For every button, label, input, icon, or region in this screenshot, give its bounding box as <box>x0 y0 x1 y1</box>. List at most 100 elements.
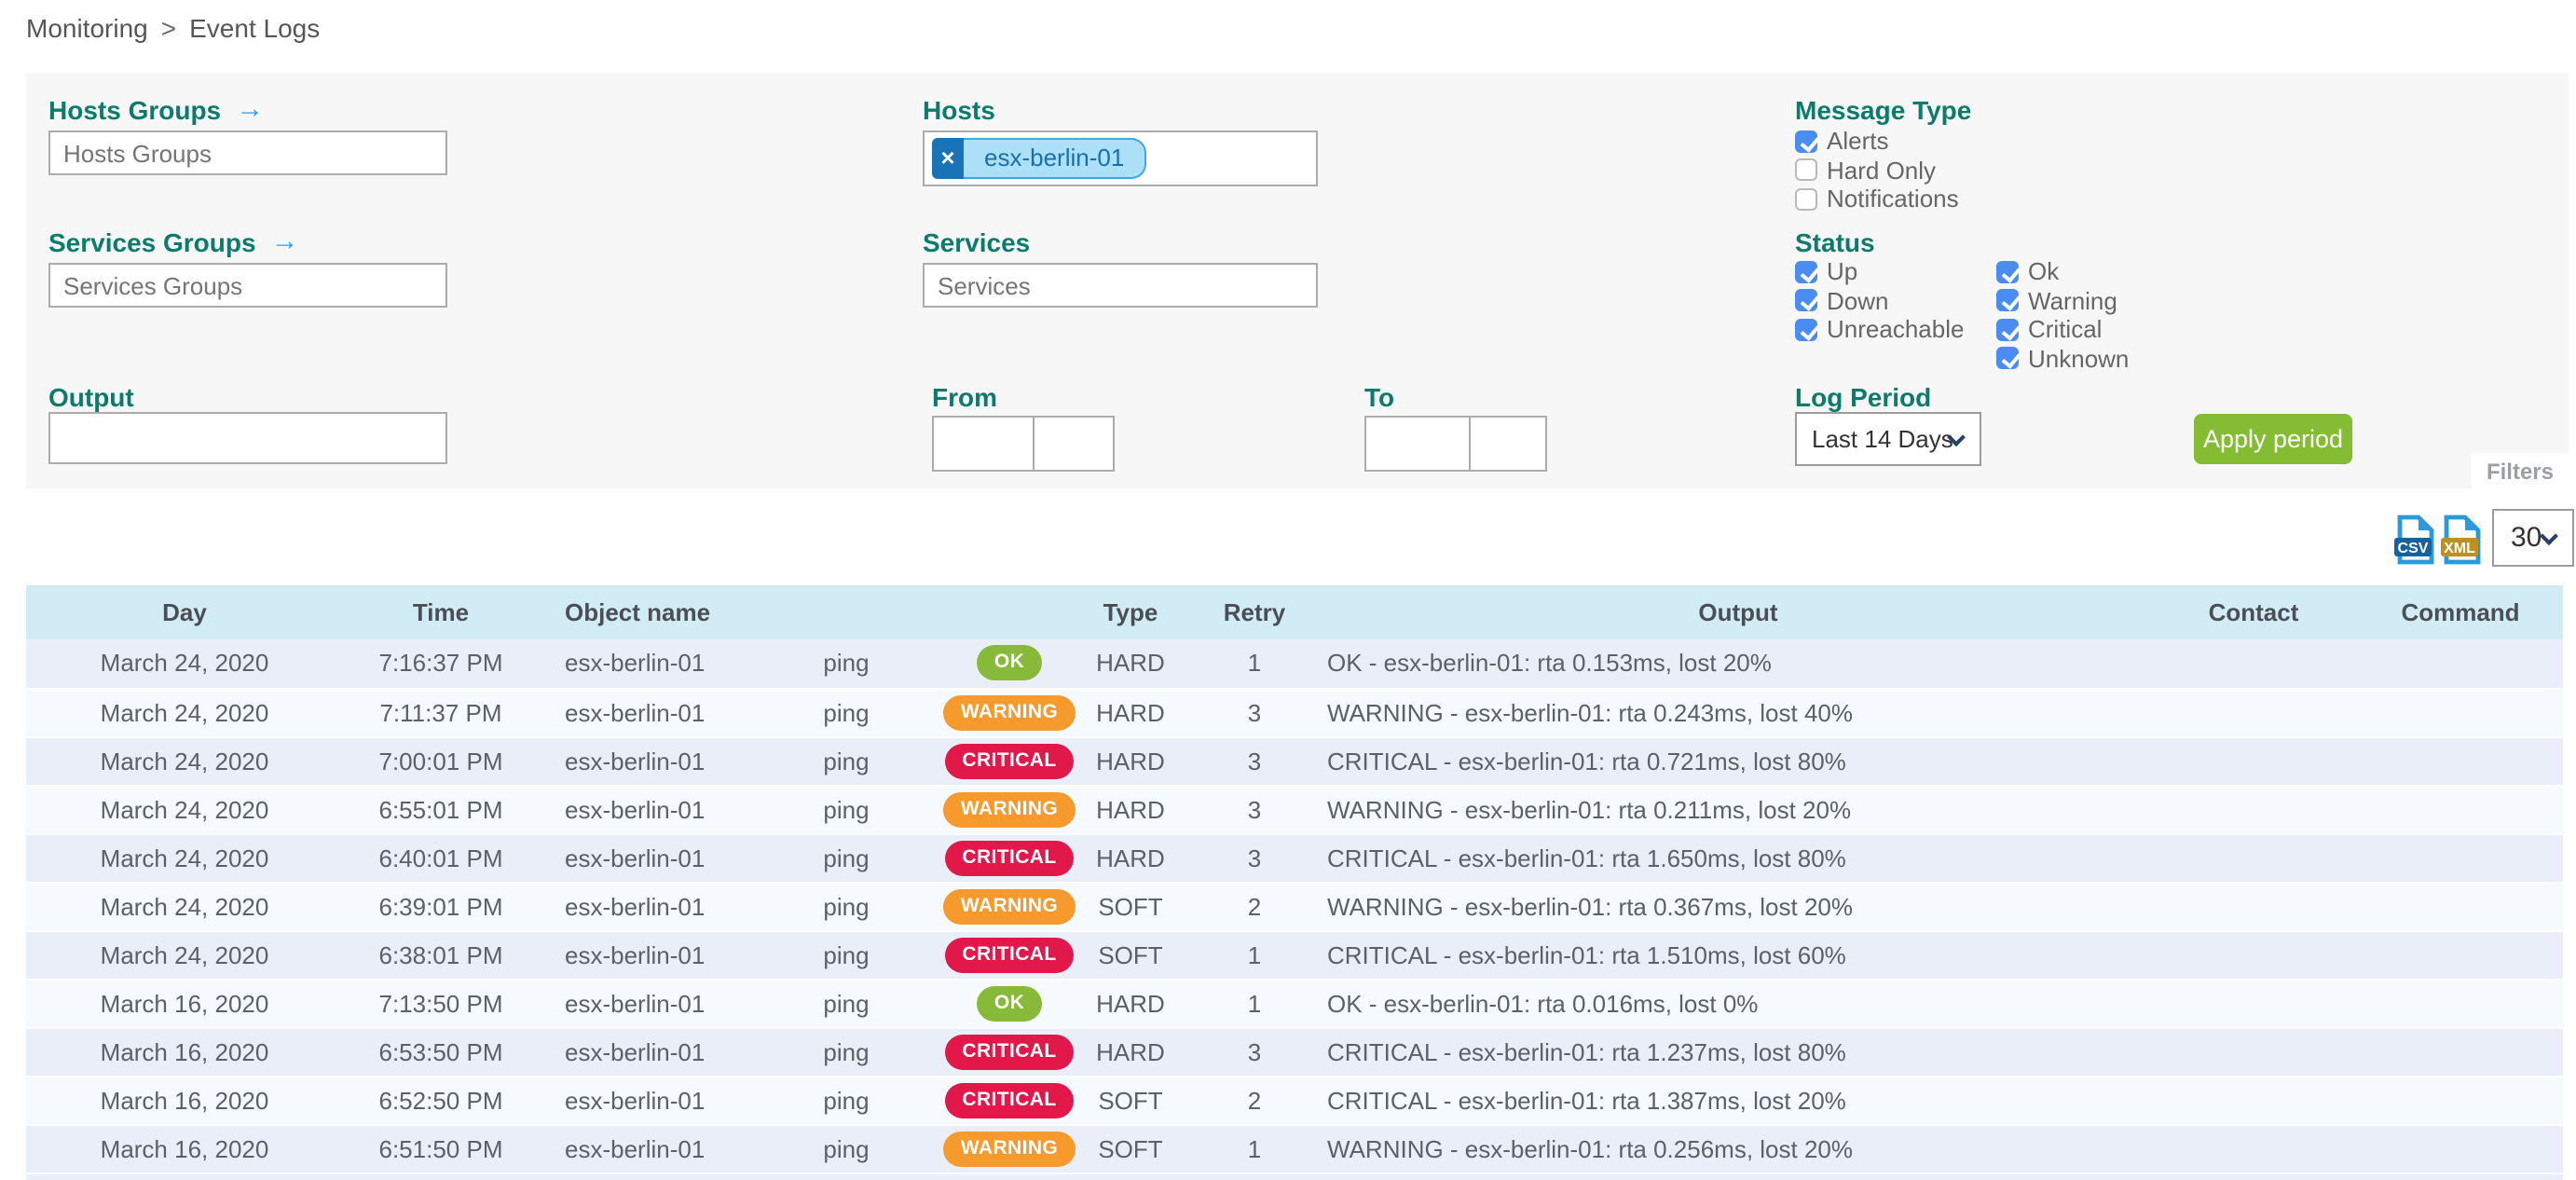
status-badge: CRITICAL <box>945 840 1074 875</box>
checkbox[interactable] <box>1996 289 2019 312</box>
event-row: March 16, 2020 6:53:50 PM esx-berlin-01 … <box>26 1027 2563 1077</box>
cell-command <box>2358 833 2563 883</box>
checkbox[interactable] <box>1795 289 1817 312</box>
checkbox[interactable] <box>1996 260 2019 283</box>
cell-contact <box>2149 882 2358 931</box>
cell-service: ping <box>753 882 939 931</box>
to-time-input[interactable] <box>1469 416 1547 472</box>
cell-status: WARNING <box>939 688 1079 737</box>
services-input[interactable] <box>923 263 1318 308</box>
cell-type: HARD <box>1079 833 1182 883</box>
cell-object-name: esx-berlin-01 <box>539 1076 753 1125</box>
checkbox[interactable] <box>1996 318 2019 341</box>
status-option[interactable]: Down <box>1795 286 1964 315</box>
cell-status: OK <box>939 639 1079 689</box>
col-service <box>753 585 939 639</box>
status-option[interactable]: Critical <box>1996 315 2129 344</box>
status-option[interactable]: Warning <box>1996 286 2129 315</box>
checkbox[interactable] <box>1795 260 1817 283</box>
from-date-input[interactable] <box>932 416 1035 472</box>
checkbox-label: Up <box>1827 257 1858 286</box>
checkbox[interactable] <box>1795 187 1817 211</box>
checkbox[interactable] <box>1795 318 1817 341</box>
breadcrumb: Monitoring > Event Logs <box>26 13 320 43</box>
message-type-option[interactable]: Alerts <box>1795 127 1959 156</box>
apply-period-button[interactable]: Apply period <box>2194 414 2352 464</box>
cell-type: HARD <box>1079 688 1182 737</box>
status-option[interactable]: Unreachable <box>1795 315 1964 344</box>
log-period-label: Log Period <box>1795 382 1932 412</box>
cell-time: 7:11:37 PM <box>343 688 539 737</box>
cell-command <box>2358 639 2563 689</box>
cell-service: ping <box>753 1027 939 1077</box>
hosts-groups-input[interactable] <box>48 130 447 175</box>
log-period-select[interactable]: Last 14 Days <box>1795 412 1981 466</box>
cell-object-name: esx-berlin-01 <box>539 979 753 1028</box>
page-size-value: 30 <box>2511 522 2542 554</box>
cell-time: 6:52:50 PM <box>343 1076 539 1125</box>
cell-command <box>2358 688 2563 737</box>
col-retry: Retry <box>1182 585 1327 639</box>
checkbox[interactable] <box>1996 347 2019 370</box>
cell-status: CRITICAL <box>939 1076 1079 1125</box>
cell-service: ping <box>753 736 939 786</box>
checkbox-label: Down <box>1827 286 1889 315</box>
cell-contact <box>2149 785 2358 834</box>
from-time-input[interactable] <box>1033 416 1115 472</box>
services-groups-input[interactable] <box>48 263 447 308</box>
status-badge: OK <box>977 985 1042 1021</box>
status-option[interactable]: Up <box>1795 257 1964 286</box>
status-option[interactable]: Ok <box>1996 257 2129 286</box>
cell-day: March 24, 2020 <box>26 639 343 689</box>
chip-remove-button[interactable] <box>932 138 964 179</box>
hosts-groups-expand-arrow-icon[interactable] <box>236 101 264 119</box>
col-contact: Contact <box>2149 585 2358 639</box>
checkbox[interactable] <box>1795 130 1817 153</box>
export-xml-icon[interactable]: XML <box>2440 515 2483 565</box>
breadcrumb-page: Event Logs <box>189 13 321 43</box>
cell-type: HARD <box>1079 1027 1182 1077</box>
to-date-input[interactable] <box>1364 416 1471 472</box>
hosts-input[interactable]: esx-berlin-01 <box>923 130 1318 186</box>
col-output: Output <box>1327 585 2149 639</box>
status-host-options: Up Down Unreachable <box>1795 257 1964 344</box>
cell-status: CRITICAL <box>939 930 1079 980</box>
export-csv-icon[interactable]: CSV <box>2393 515 2436 565</box>
svg-text:CSV: CSV <box>2398 541 2429 556</box>
event-row: March 24, 2020 6:40:01 PM esx-berlin-01 … <box>26 833 2563 883</box>
event-row: March 24, 2020 7:16:37 PM esx-berlin-01 … <box>26 639 2563 689</box>
host-chip-label: esx-berlin-01 <box>964 138 1147 179</box>
message-type-option[interactable]: Hard Only <box>1795 156 1959 185</box>
cell-day: March 24, 2020 <box>26 882 343 931</box>
cell-day: March 16, 2020 <box>26 1027 343 1077</box>
checkbox[interactable] <box>1795 158 1817 182</box>
cell-status: CRITICAL <box>939 833 1079 883</box>
from-label: From <box>932 382 997 412</box>
cell-time: 7:13:50 PM <box>343 979 539 1028</box>
output-filter-input[interactable] <box>48 412 447 464</box>
services-groups-expand-arrow-icon[interactable] <box>271 233 299 252</box>
svg-text:XML: XML <box>2444 541 2475 556</box>
cell-service: ping <box>753 1124 939 1173</box>
cell-contact <box>2149 979 2358 1028</box>
cell-day: March 16, 2020 <box>26 1124 343 1173</box>
event-row: March 24, 2020 6:38:01 PM esx-berlin-01 … <box>26 930 2563 980</box>
cell-service: ping <box>753 979 939 1028</box>
status-option[interactable]: Unknown <box>1996 344 2129 373</box>
cell-service: ping <box>753 833 939 883</box>
message-type-option[interactable]: Notifications <box>1795 185 1959 213</box>
output-filter-label: Output <box>48 382 134 412</box>
breadcrumb-section[interactable]: Monitoring <box>26 13 148 43</box>
page-size-select[interactable]: 30 <box>2492 509 2574 567</box>
cell-retry: 2 <box>1182 1076 1327 1125</box>
cell-day: March 24, 2020 <box>26 930 343 980</box>
cell-time: 6:38:01 PM <box>343 930 539 980</box>
col-type: Type <box>1079 585 1182 639</box>
cell-type: SOFT <box>1079 1076 1182 1125</box>
cell-object-name: esx-berlin-01 <box>539 930 753 980</box>
table-header-row: Day Time Object name Type Retry Output C… <box>26 585 2563 639</box>
filters-tab[interactable]: Filters <box>2472 453 2569 488</box>
cell-status: WARNING <box>939 1124 1079 1173</box>
table-body: March 24, 2020 7:16:37 PM esx-berlin-01 … <box>26 639 2563 1173</box>
status-badge: WARNING <box>943 694 1076 730</box>
